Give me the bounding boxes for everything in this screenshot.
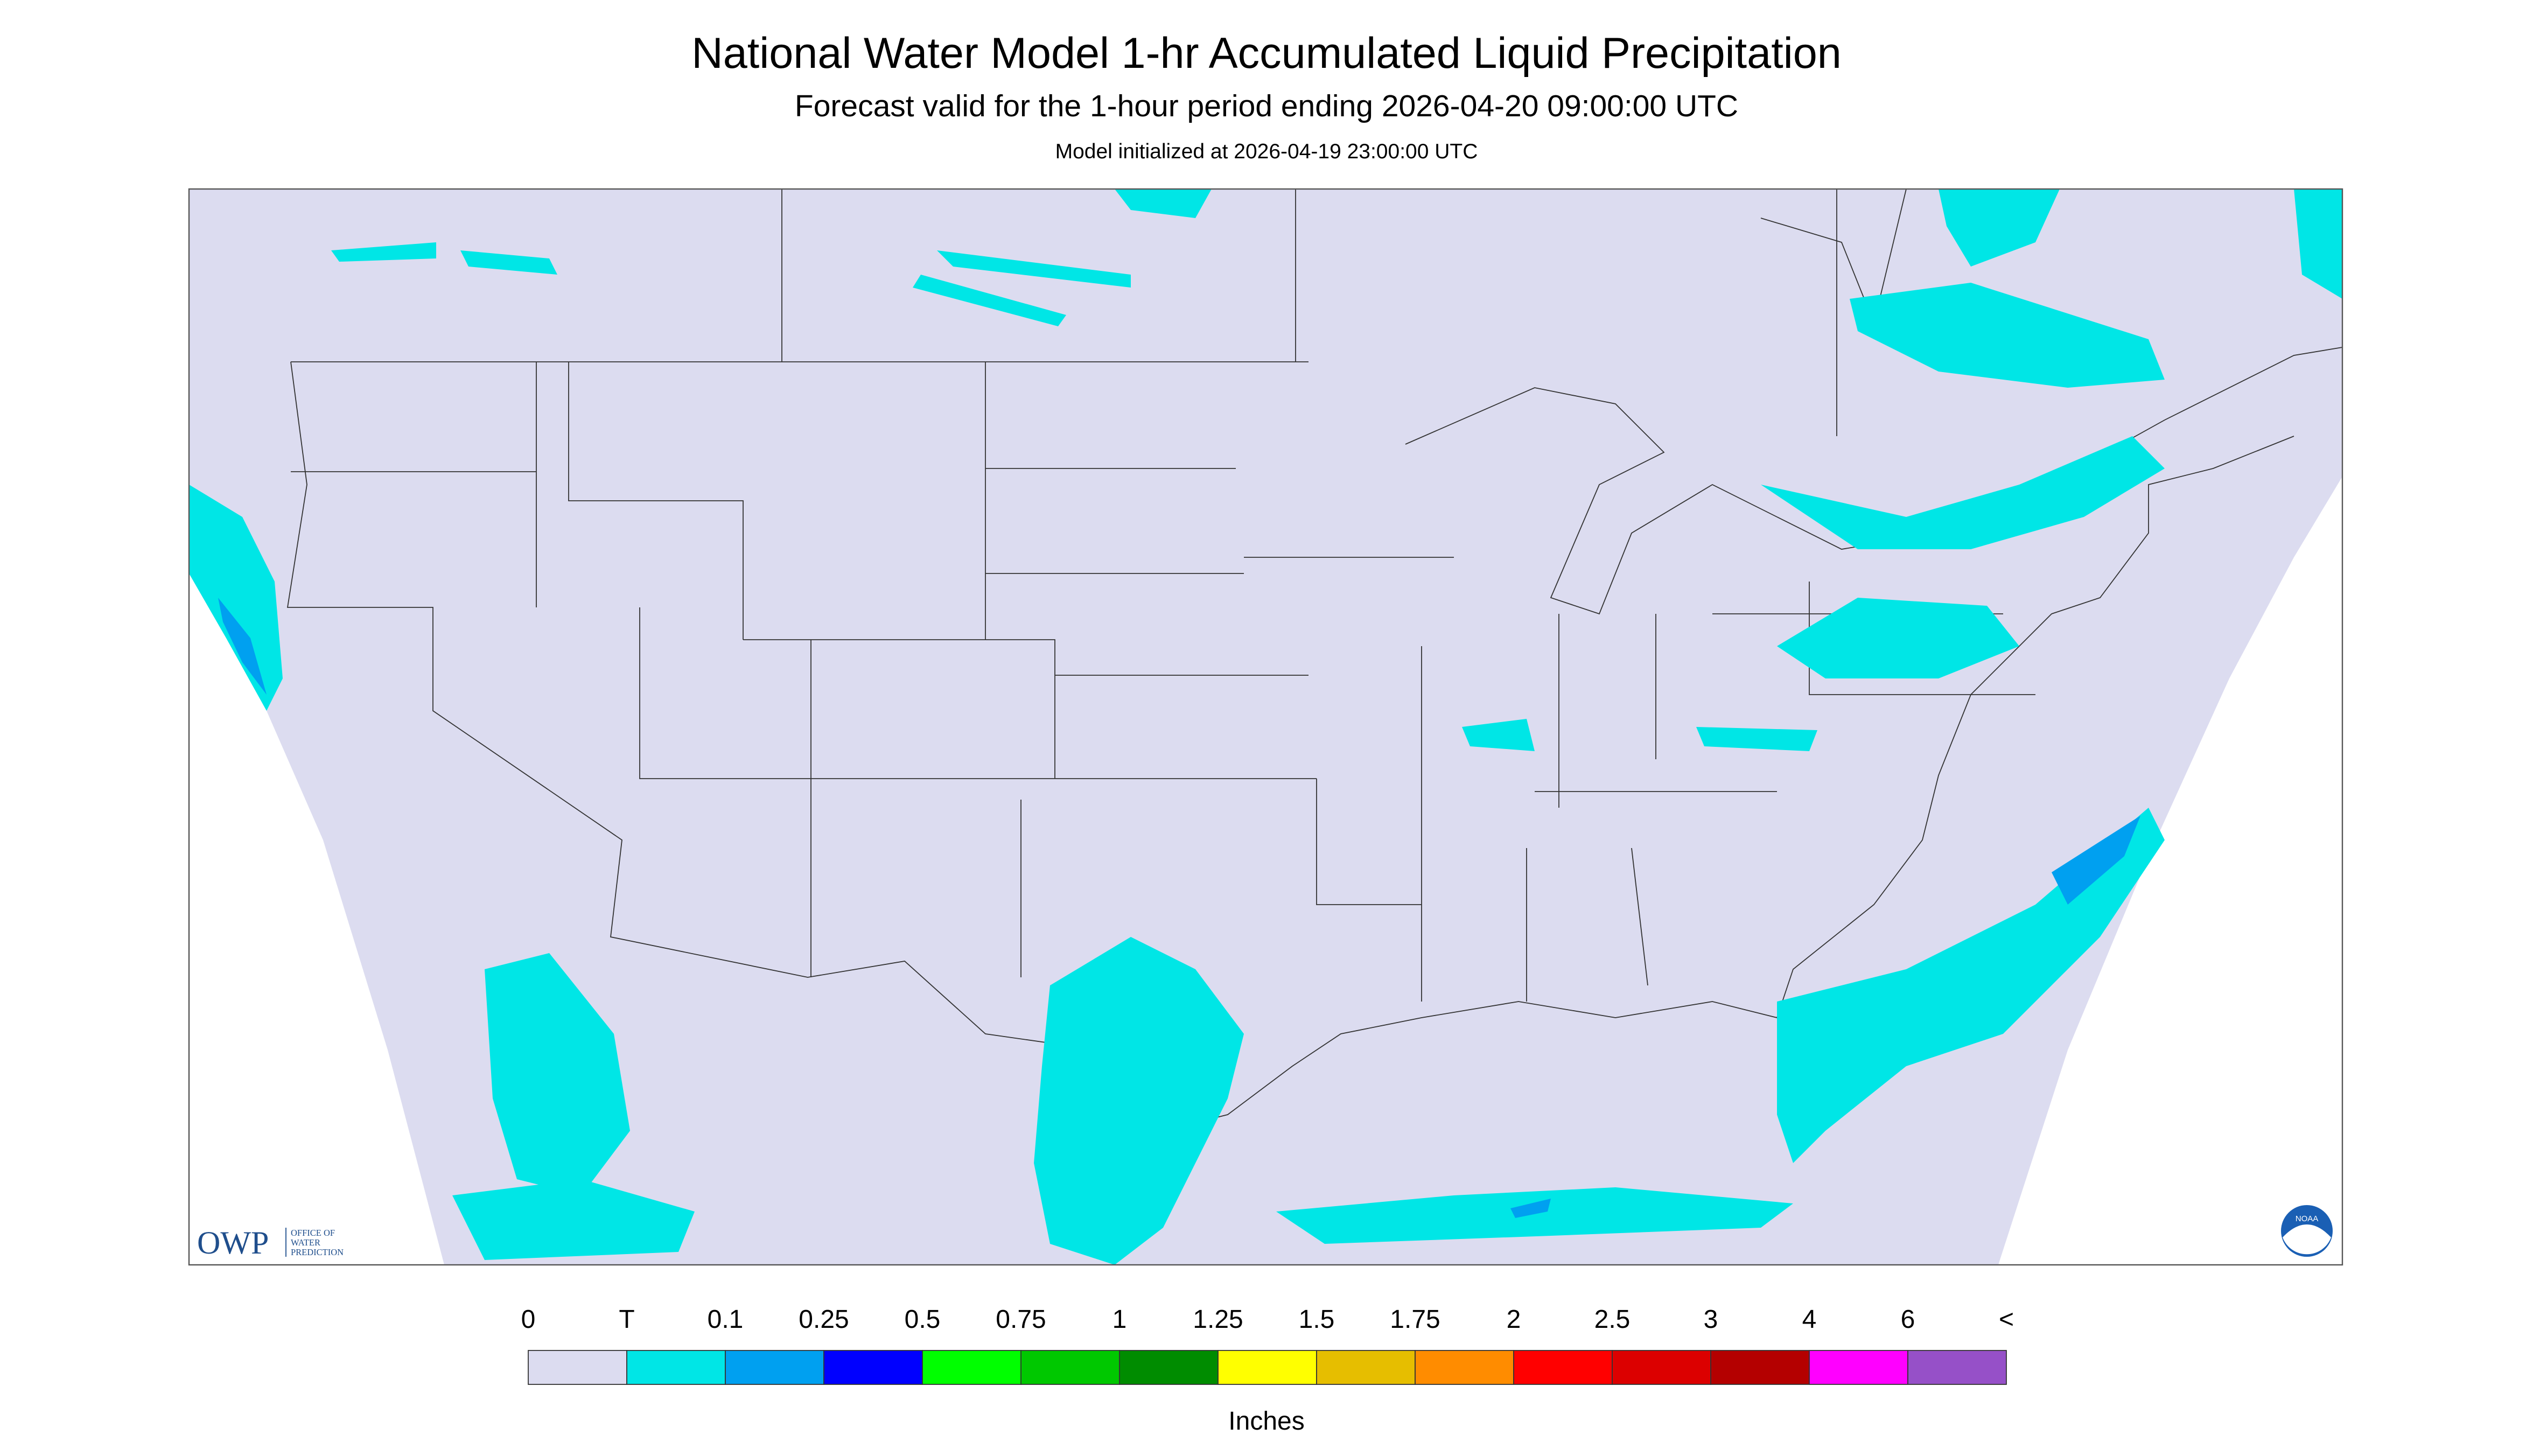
legend-swatch: [1907, 1350, 2007, 1385]
legend-label: 0: [521, 1305, 536, 1334]
legend-swatch: [1612, 1350, 1711, 1385]
legend-unit: Inches: [1228, 1407, 1304, 1436]
legend-label: <: [1999, 1305, 2014, 1334]
legend-label: 0.75: [996, 1305, 1046, 1334]
legend-swatch: [1020, 1350, 1120, 1385]
legend-label: 0.1: [708, 1305, 744, 1334]
legend-label: 1.5: [1299, 1305, 1335, 1334]
legend-label: T: [619, 1305, 634, 1334]
legend-label: 0.5: [905, 1305, 941, 1334]
legend-swatch: [1415, 1350, 1514, 1385]
owp-logo-text: WATER: [291, 1237, 320, 1248]
legend-swatch: [1513, 1350, 1613, 1385]
owp-logo: OWP: [197, 1225, 269, 1261]
legend: 0 T 0.1 0.25 0.5 0.75 1 1.25 1.5 1.75 2 2.5 3 4 6 <: [521, 1305, 2014, 1385]
legend-label: 6: [1901, 1305, 1915, 1334]
owp-logo-text: PREDICTION: [291, 1247, 344, 1257]
legend-swatch: [528, 1350, 627, 1385]
precipitation: [189, 189, 2342, 1265]
subtitle: Forecast valid for the 1-hour period end…: [795, 89, 1738, 123]
legend-swatch: [1119, 1350, 1219, 1385]
legend-swatch: [1316, 1350, 1416, 1385]
owp-logo-text: OFFICE OF: [291, 1228, 335, 1238]
title: National Water Model 1-hr Accumulated Li…: [691, 29, 1842, 78]
legend-swatch: [626, 1350, 726, 1385]
noaa-logo-wave: [2283, 1224, 2331, 1255]
init-time: Model initialized at 2026-04-19 23:00:00…: [1055, 140, 1478, 163]
outside-domain: [1998, 477, 2342, 1265]
legend-label: 1: [1112, 1305, 1127, 1334]
legend-swatch: [1809, 1350, 1908, 1385]
outside-domain: [189, 573, 444, 1265]
legend-swatch: [922, 1350, 1021, 1385]
legend-label: 2: [1507, 1305, 1521, 1334]
legend-swatch: [1710, 1350, 1810, 1385]
legend-label: 2.5: [1594, 1305, 1631, 1334]
legend-label: 4: [1802, 1305, 1817, 1334]
legend-label: 1.25: [1193, 1305, 1243, 1334]
legend-label: 1.75: [1390, 1305, 1440, 1334]
legend-swatch: [725, 1350, 824, 1385]
map: OWP OFFICE OF WATER PREDICTION NOAA: [188, 188, 2343, 1266]
legend-swatch: [823, 1350, 923, 1385]
legend-label: 0.25: [799, 1305, 849, 1334]
legend-label: 3: [1704, 1305, 1718, 1334]
noaa-logo-text: NOAA: [2296, 1214, 2319, 1223]
map-frame: [188, 188, 2343, 1266]
legend-swatch: [1217, 1350, 1317, 1385]
